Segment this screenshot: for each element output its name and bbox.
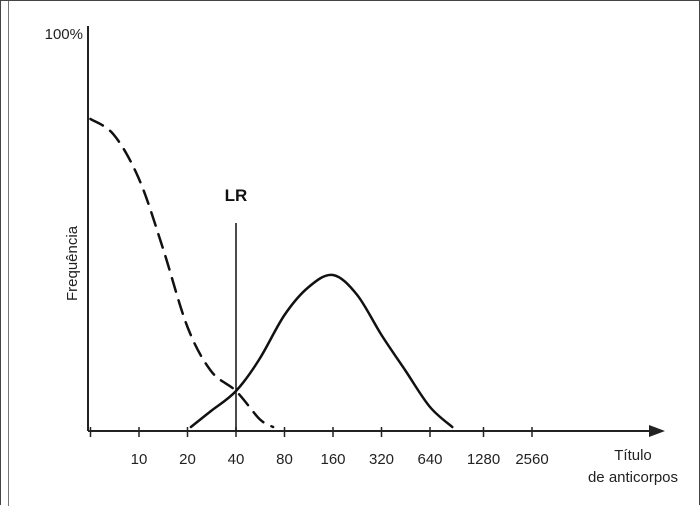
x-tick-label-640: 640 [417,451,442,468]
x-axis-arrowhead [649,425,665,437]
x-tick-label-160: 160 [320,451,345,468]
x-axis-label-line2: de anticorpos [588,469,678,486]
lr-label: LR [225,186,248,205]
x-axis-label-line1: Título [614,447,652,464]
y-axis-label: Frequência [64,225,81,301]
x-tick-label-1280: 1280 [467,451,500,468]
x-tick-label-10: 10 [131,451,148,468]
y-top-label: 100% [45,26,83,43]
frame-inner-edge [8,1,9,506]
x-tick-label-2560: 2560 [515,451,548,468]
x-tick-label-320: 320 [369,451,394,468]
series-dashed-curve [89,117,275,429]
series-solid-curve [189,273,454,429]
x-tick-label-80: 80 [276,451,293,468]
x-tick-label-40: 40 [228,451,245,468]
x-tick-label-20: 20 [179,451,196,468]
